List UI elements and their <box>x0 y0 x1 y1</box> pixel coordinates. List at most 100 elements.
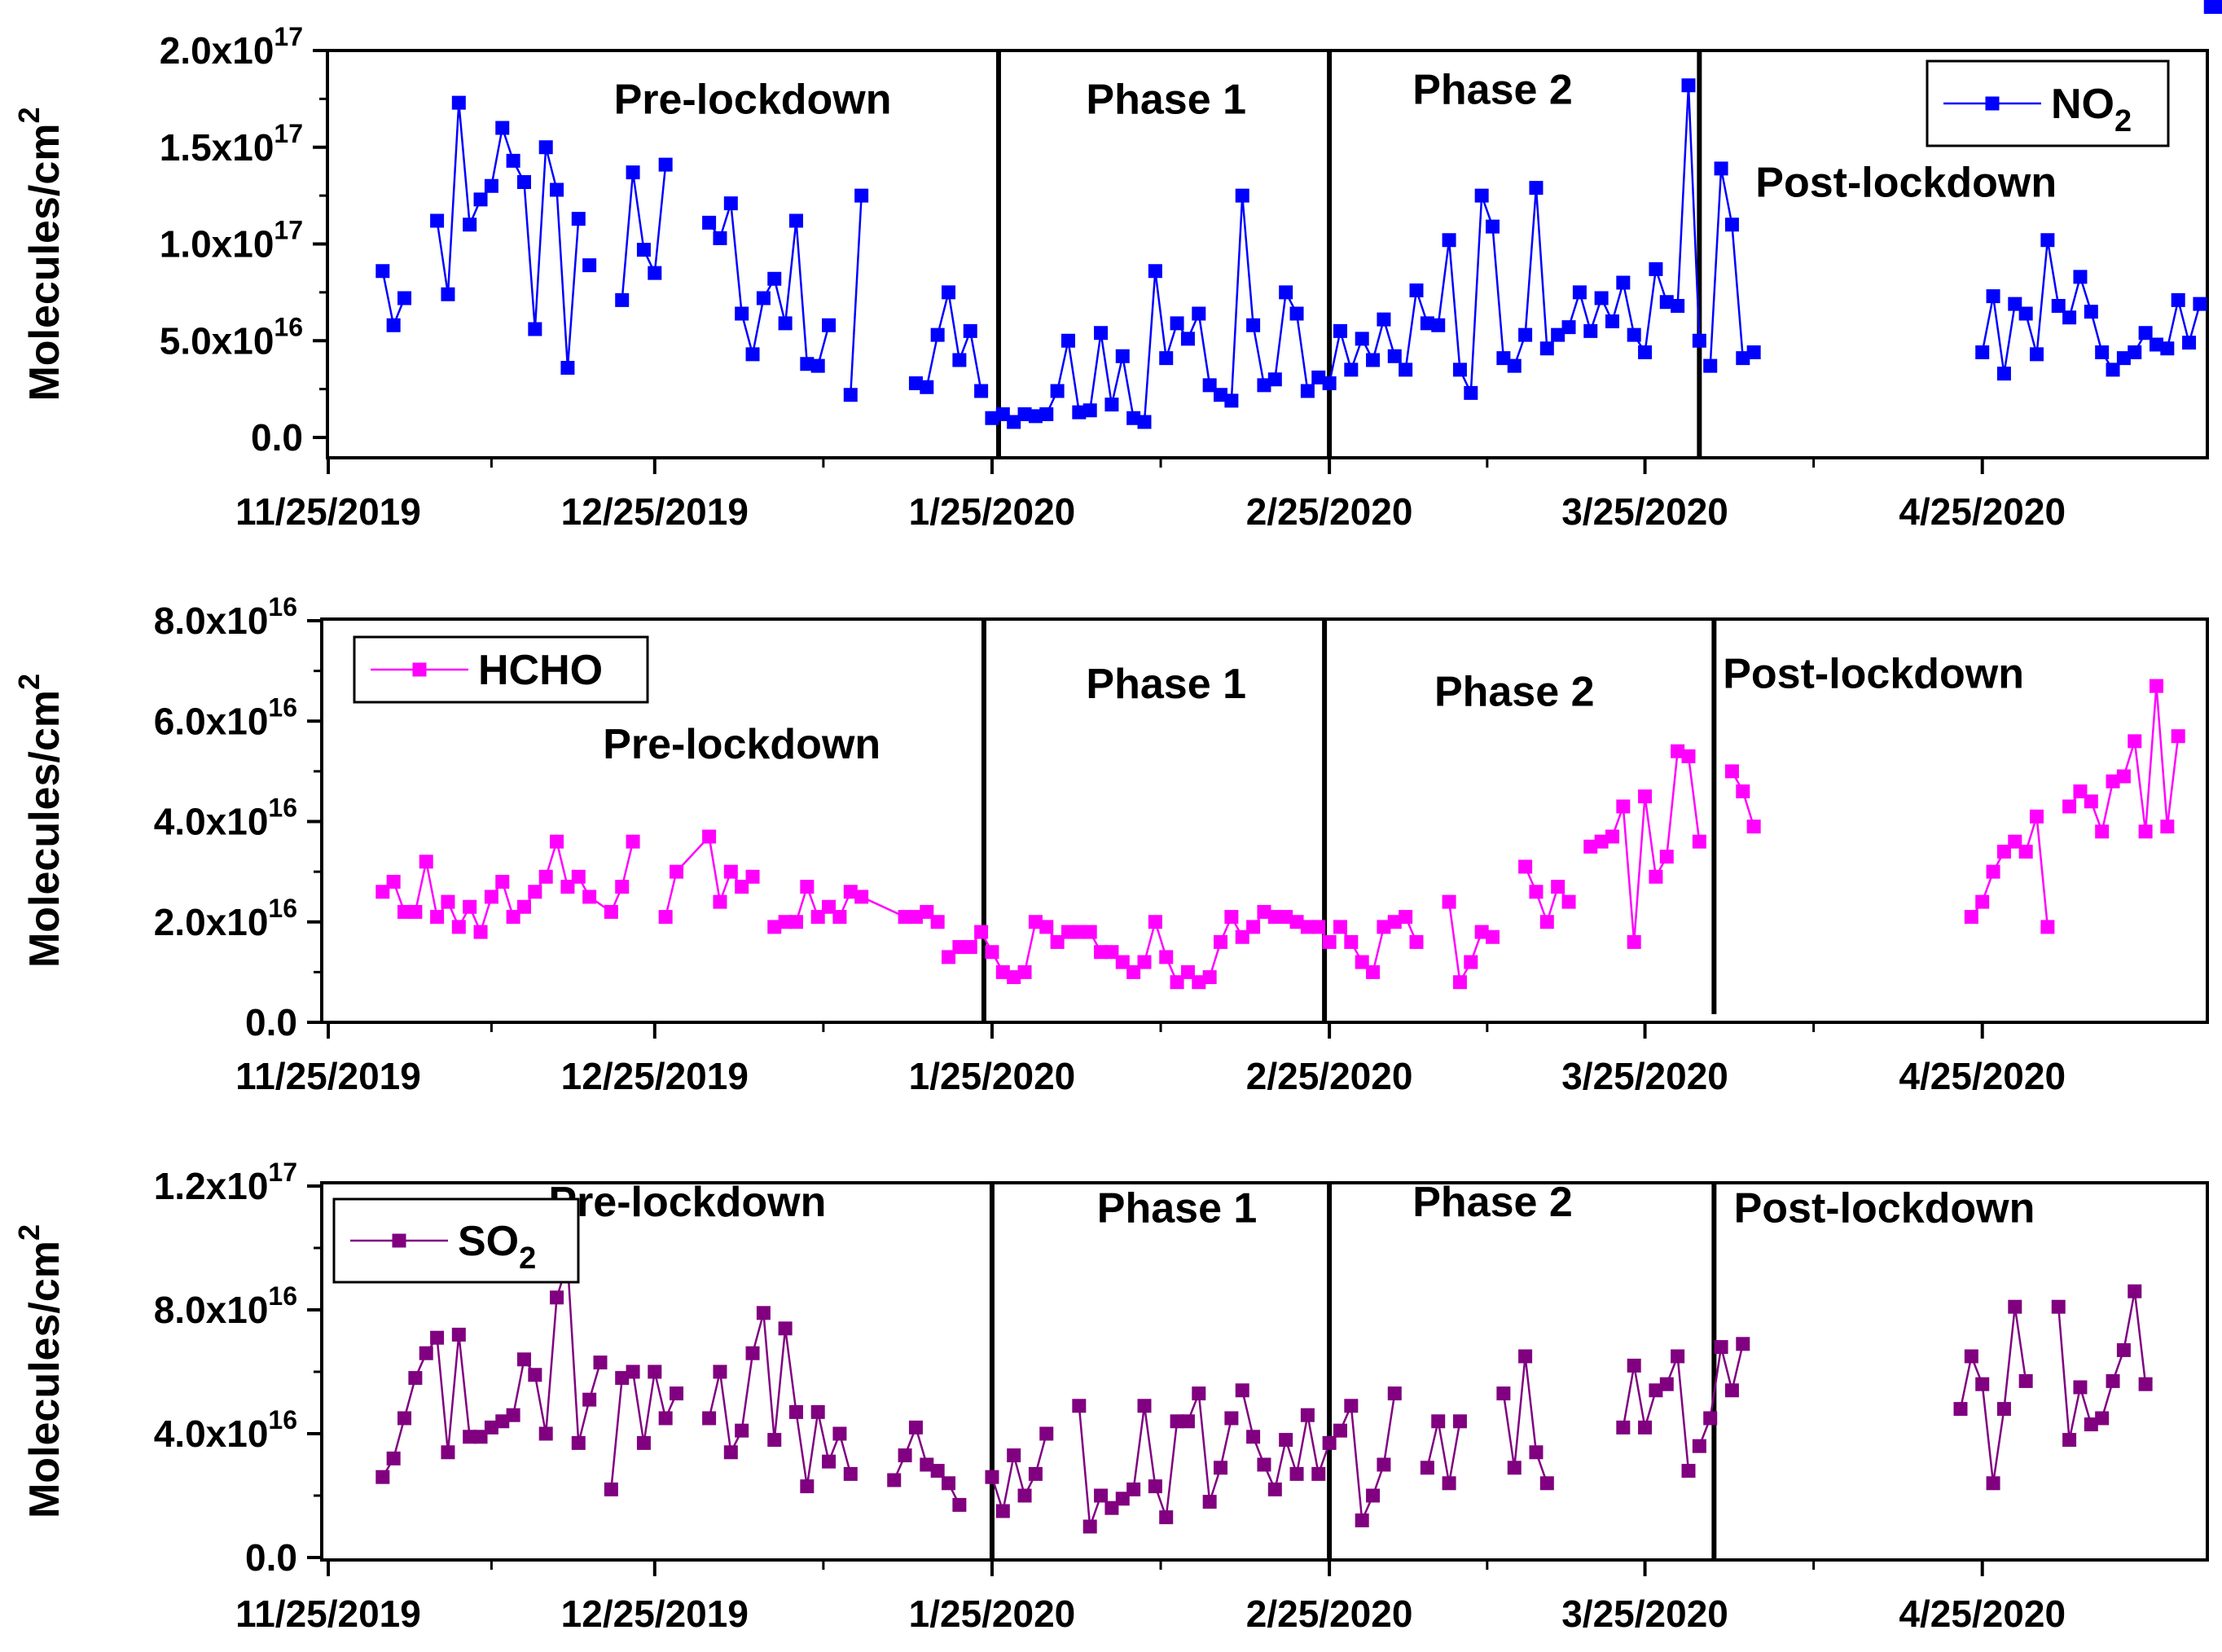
data-point <box>1028 409 1043 424</box>
data-point <box>908 910 923 925</box>
data-point <box>1539 341 1554 356</box>
data-point <box>2062 1433 2077 1448</box>
x-tick-label: 11/25/2019 <box>235 490 421 533</box>
data-point <box>1986 1476 2000 1491</box>
data-point <box>1311 920 1326 934</box>
data-point <box>1409 934 1424 949</box>
data-point <box>386 1451 401 1465</box>
data-point <box>1366 353 1381 367</box>
data-point <box>1279 910 1293 925</box>
data-point <box>1583 323 1598 338</box>
data-point <box>615 1371 630 1386</box>
data-point <box>397 904 412 919</box>
x-tick-label: 2/25/2020 <box>1246 1055 1413 1097</box>
data-point <box>1442 1476 1456 1491</box>
data-point <box>898 1448 912 1463</box>
data-point <box>1039 920 1054 934</box>
data-point <box>1616 1420 1631 1435</box>
data-point <box>778 316 793 331</box>
data-point <box>648 1364 662 1379</box>
data-point <box>430 213 445 228</box>
data-point <box>920 904 934 919</box>
data-point <box>1148 264 1162 279</box>
series-line-segment <box>2068 686 2180 836</box>
data-point <box>908 376 923 390</box>
data-point <box>1355 1513 1369 1527</box>
data-point <box>1007 415 1021 429</box>
data-point <box>1094 1488 1109 1503</box>
data-point <box>974 384 989 398</box>
data-point <box>2160 341 2175 356</box>
data-point <box>1082 1519 1097 1534</box>
data-point <box>582 1392 597 1407</box>
data-point <box>843 388 858 402</box>
data-point <box>832 1426 847 1441</box>
data-point <box>582 890 597 904</box>
y-tick-label: 5.0x1016 <box>160 312 303 362</box>
data-point <box>484 178 498 193</box>
data-point <box>1072 925 1087 939</box>
data-point <box>1714 161 1728 176</box>
data-point <box>898 910 912 925</box>
data-point <box>506 153 520 168</box>
data-point <box>985 945 999 960</box>
data-point <box>942 950 956 964</box>
data-point <box>1671 744 1685 758</box>
data-point <box>2008 834 2022 849</box>
data-point <box>1605 829 1619 844</box>
y-tick-label: 2.0x1017 <box>160 22 303 72</box>
data-point <box>745 869 760 884</box>
data-point <box>788 1404 803 1419</box>
data-point <box>408 1371 423 1386</box>
data-point <box>1115 955 1130 969</box>
data-point <box>1539 1476 1554 1491</box>
data-point <box>1366 964 1381 979</box>
data-point <box>920 380 934 394</box>
data-point <box>1322 376 1337 390</box>
data-point <box>1311 1466 1326 1481</box>
x-tick-label: 3/25/2020 <box>1561 1055 1728 1097</box>
data-point <box>2095 345 2110 359</box>
y-tick-label: 4.0x1016 <box>154 793 297 843</box>
y-tick-label: 6.0x1016 <box>154 692 297 742</box>
data-point <box>1431 1414 1446 1429</box>
data-point <box>1039 407 1054 421</box>
data-point <box>1072 1399 1087 1413</box>
data-point <box>1126 1482 1141 1496</box>
data-point <box>1616 275 1631 290</box>
data-point <box>713 231 727 245</box>
data-point <box>560 880 575 894</box>
data-point <box>1975 894 1990 909</box>
data-point <box>1561 320 1576 335</box>
data-point <box>1267 1482 1282 1496</box>
data-point <box>735 306 749 321</box>
data-point <box>2095 1411 2110 1426</box>
data-point <box>1246 318 1261 332</box>
data-point <box>2128 734 2142 749</box>
data-point <box>767 920 782 934</box>
data-point <box>822 318 837 332</box>
data-point <box>1409 283 1424 297</box>
data-point <box>723 196 738 211</box>
data-point <box>1736 784 1750 799</box>
data-point <box>767 271 782 286</box>
data-point <box>430 910 445 925</box>
data-point <box>626 1364 640 1379</box>
legend-label: NO2 <box>2051 81 2132 138</box>
data-point <box>1050 384 1065 398</box>
data-point <box>1104 398 1119 412</box>
data-point <box>538 869 553 884</box>
data-point <box>1627 934 1641 949</box>
data-point <box>1474 925 1489 939</box>
data-point <box>658 910 673 925</box>
phase-label: Pre-lockdown <box>614 76 892 123</box>
data-point <box>1235 188 1249 203</box>
data-point <box>571 869 586 884</box>
data-point <box>788 915 803 929</box>
data-point <box>1659 295 1674 310</box>
data-point <box>2008 297 2022 311</box>
data-point <box>1996 1402 2011 1417</box>
data-point <box>1529 181 1544 196</box>
data-point <box>1529 885 1544 899</box>
